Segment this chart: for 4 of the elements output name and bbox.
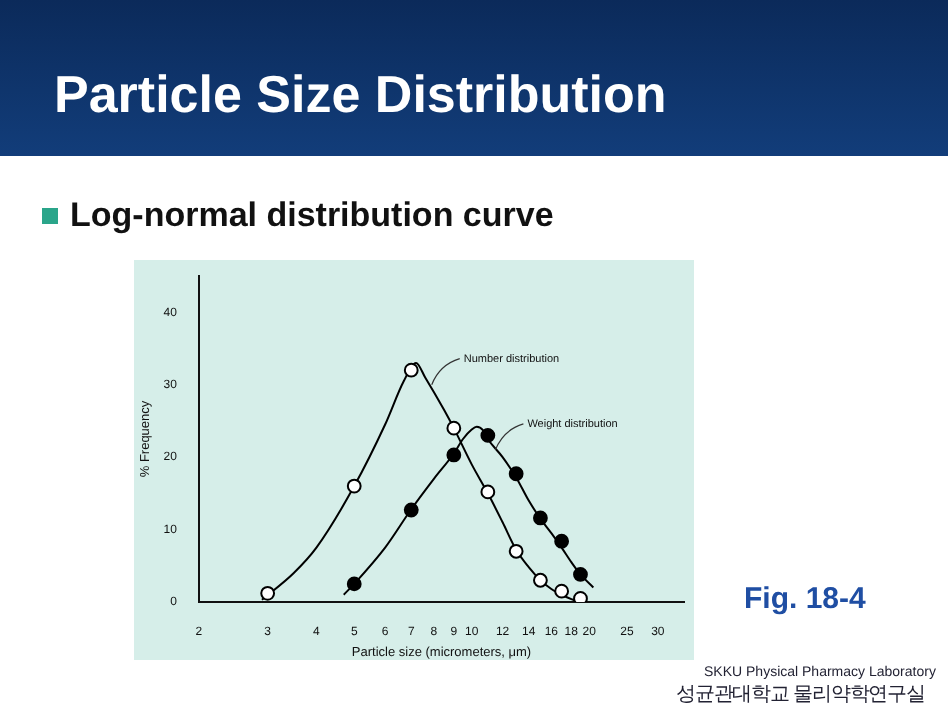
text: 성균관대학교 물리약학연구실 (676, 684, 925, 706)
chart-subtitle: Log-normal distribution curve (70, 196, 554, 236)
chart-title: Particle Size Distribution (54, 64, 667, 126)
caption: Fig. 18-4 (744, 582, 866, 616)
